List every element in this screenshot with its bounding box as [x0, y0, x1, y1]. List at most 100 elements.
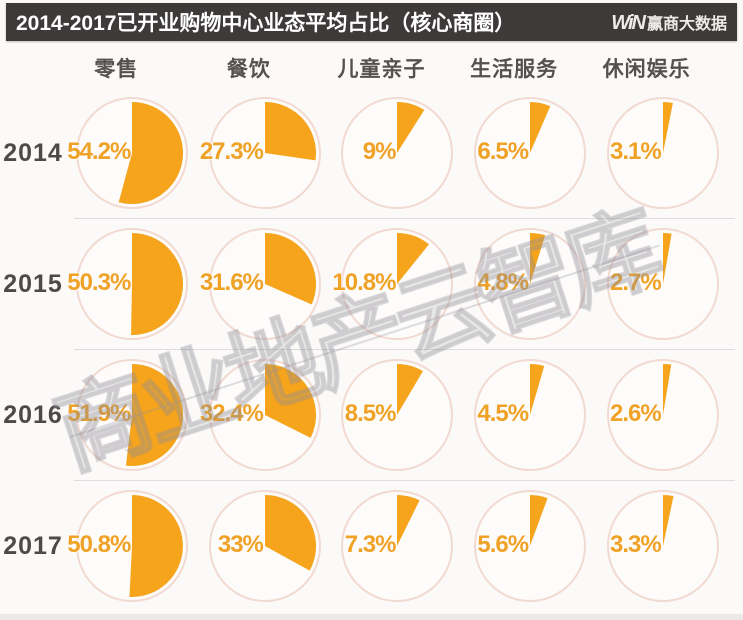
pie-svg — [606, 228, 719, 340]
pie-wedge — [662, 364, 671, 415]
column-header-2: 儿童亲子 — [331, 48, 464, 88]
column-header-spacer — [0, 48, 66, 88]
pie-cell-2017-4: 3.3% — [596, 489, 729, 603]
pie-grid: 2014 54.2% 27.3% 9% 6.5% 3.1% 2015 50.3% 31.6% 10… — [0, 88, 743, 611]
pie-value-label: 4.8% — [477, 268, 529, 296]
pie-value-label: 7.3% — [344, 530, 397, 558]
pie-cell-2015-2: 10.8% — [331, 227, 464, 341]
row-divider — [74, 480, 735, 481]
year-row-2016: 2016 51.9% 32.4% 8.5% 4.5% 2.6% — [0, 350, 743, 480]
column-label: 餐饮 — [226, 58, 271, 81]
brand-logo: WiN 赢商大数据 — [611, 10, 727, 35]
row-divider — [74, 218, 735, 219]
pie-wedge — [530, 102, 551, 153]
pie-chart: 54.2% — [67, 96, 189, 210]
pie-value-label: 2.6% — [609, 399, 662, 427]
pie-svg — [474, 490, 587, 602]
header-bar: 2014-2017已开业购物中心业态平均占比（核心商圈） WiN 赢商大数据 — [6, 3, 737, 41]
pie-svg — [341, 490, 454, 602]
pie-cell-2015-0: 50.3% — [66, 227, 199, 341]
column-label: 零售 — [94, 58, 139, 81]
pie-chart: 50.8% — [67, 489, 189, 603]
row-divider — [74, 349, 735, 350]
pie-wedge — [126, 364, 184, 466]
pie-wedge — [264, 364, 316, 438]
year-row-2017: 2017 50.8% 33% 7.3% 5.6% 3.3% — [0, 481, 743, 611]
pie-cell-2015-4: 2.7% — [596, 227, 729, 341]
pie-wedge — [530, 364, 545, 415]
pie-value-label: 33% — [217, 530, 264, 558]
pie-wedge — [530, 495, 548, 546]
page-title: 2014-2017已开业购物中心业态平均占比（核心商圈） — [16, 12, 516, 35]
pie-value-label: 4.5% — [477, 399, 529, 427]
pie-chart: 7.3% — [340, 489, 454, 603]
pie-chart: 32.4% — [200, 358, 322, 472]
pie-wedge — [131, 232, 184, 335]
pie-value-label: 3.1% — [609, 137, 662, 165]
pie-svg — [606, 97, 719, 209]
pie-cell-2016-4: 2.6% — [596, 358, 729, 472]
pie-chart: 33% — [208, 489, 322, 603]
pie-chart: 50.3% — [67, 227, 189, 341]
column-header-4: 休闲娱乐 — [596, 48, 729, 88]
year-row-2015: 2015 50.3% 31.6% 10.8% 4.8% 2.7% — [0, 219, 743, 349]
pie-cell-2017-1: 33% — [199, 489, 332, 603]
brand-logo-name: 赢商大数据 — [646, 15, 727, 33]
pie-svg — [76, 228, 189, 340]
pie-chart: 2.7% — [606, 227, 720, 341]
column-label: 休闲娱乐 — [602, 58, 691, 81]
bottom-edge-strip — [0, 614, 743, 620]
pie-chart: 10.8% — [332, 227, 454, 341]
win-logo-icon: WiN — [611, 11, 646, 34]
pie-value-label: 3.3% — [609, 530, 662, 558]
pie-wedge — [397, 233, 430, 284]
pie-cell-2017-0: 50.8% — [66, 489, 199, 603]
pie-cell-2016-0: 51.9% — [66, 358, 199, 472]
pie-chart: 27.3% — [200, 96, 322, 210]
year-row-2014: 2014 54.2% 27.3% 9% 6.5% 3.1% — [0, 88, 743, 218]
pie-wedge — [264, 102, 316, 161]
pie-value-label: 6.5% — [477, 137, 529, 165]
pie-value-label: 51.9% — [67, 399, 131, 427]
pie-svg — [341, 97, 454, 209]
pie-value-label: 32.4% — [199, 399, 264, 427]
pie-svg — [76, 490, 189, 602]
column-header-1: 餐饮 — [199, 48, 332, 88]
pie-svg — [76, 359, 189, 471]
pie-wedge — [129, 495, 184, 597]
pie-value-label: 50.8% — [67, 530, 131, 558]
pie-value-label: 54.2% — [67, 137, 131, 165]
pie-cell-2017-2: 7.3% — [331, 489, 464, 603]
pie-cell-2014-2: 9% — [331, 96, 464, 210]
pie-svg — [474, 97, 587, 209]
pie-cell-2014-1: 27.3% — [199, 96, 332, 210]
pie-wedge — [662, 233, 672, 284]
pie-value-label: 9% — [362, 137, 397, 165]
year-label: 2016 — [3, 400, 63, 429]
pie-svg — [208, 228, 321, 340]
pie-chart: 2.6% — [606, 358, 720, 472]
pie-cell-2014-0: 54.2% — [66, 96, 199, 210]
pie-svg — [208, 359, 321, 471]
pie-svg — [606, 490, 719, 602]
pie-chart: 3.3% — [606, 489, 720, 603]
pie-value-label: 10.8% — [332, 268, 396, 296]
pie-value-label: 2.7% — [609, 268, 662, 296]
pie-value-label: 27.3% — [199, 137, 264, 165]
column-label: 儿童亲子 — [337, 58, 426, 81]
pie-value-label: 8.5% — [344, 399, 397, 427]
pie-chart: 4.8% — [473, 227, 587, 341]
pie-cell-2014-3: 6.5% — [464, 96, 597, 210]
pie-wedge — [264, 495, 316, 571]
pie-cell-2016-3: 4.5% — [464, 358, 597, 472]
pie-wedge — [118, 102, 184, 204]
column-label: 生活服务 — [470, 58, 559, 81]
pie-cell-2014-4: 3.1% — [596, 96, 729, 210]
year-label: 2014 — [3, 138, 63, 167]
pie-cell-2015-3: 4.8% — [464, 227, 597, 341]
pie-svg — [208, 97, 321, 209]
pie-wedge — [662, 495, 674, 546]
pie-wedge — [264, 233, 316, 305]
pie-svg — [341, 228, 454, 340]
pie-svg — [76, 97, 189, 209]
